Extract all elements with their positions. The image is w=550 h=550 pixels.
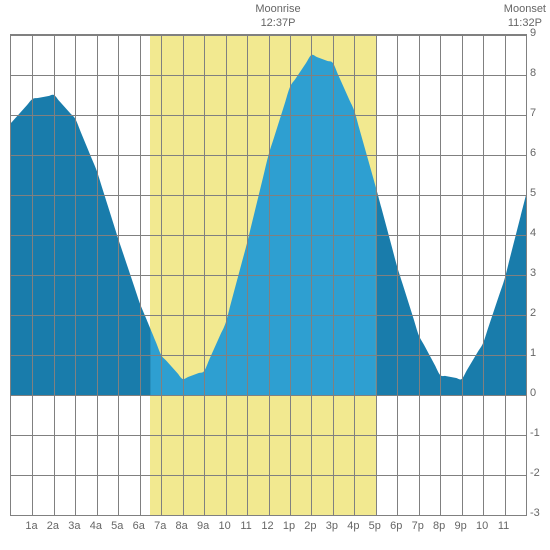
grid-line-v xyxy=(75,35,76,515)
tide-path-day xyxy=(150,55,375,395)
x-tick-label: 3p xyxy=(326,520,338,532)
grid-line-v xyxy=(397,35,398,515)
grid-line-v xyxy=(505,35,506,515)
y-tick-label: 7 xyxy=(530,107,536,119)
moonrise-label: Moonrise 12:37P xyxy=(255,2,300,31)
x-tick-label: 2a xyxy=(47,520,59,532)
moonset-time: 11:32P xyxy=(508,17,542,29)
x-tick-label: 8a xyxy=(176,520,188,532)
y-tick-label: 3 xyxy=(530,267,536,279)
grid-line-v xyxy=(311,35,312,515)
grid-line-h xyxy=(11,515,526,516)
grid-line-v xyxy=(161,35,162,515)
plot-area xyxy=(10,34,527,516)
x-tick-label: 12 xyxy=(261,520,273,532)
y-tick-label: -2 xyxy=(530,467,540,479)
grid-line-v xyxy=(290,35,291,515)
x-tick-label: 6a xyxy=(133,520,145,532)
x-tick-label: 10 xyxy=(218,520,230,532)
grid-line-v xyxy=(32,35,33,515)
grid-line-v xyxy=(54,35,55,515)
x-tick-label: 3a xyxy=(68,520,80,532)
y-tick-label: 5 xyxy=(530,187,536,199)
x-tick-label: 6p xyxy=(390,520,402,532)
grid-line-v xyxy=(269,35,270,515)
y-tick-label: 8 xyxy=(530,67,536,79)
grid-line-v xyxy=(462,35,463,515)
x-tick-label: 4p xyxy=(347,520,359,532)
y-tick-label: -3 xyxy=(530,507,540,519)
grid-line-v xyxy=(419,35,420,515)
moonrise-title: Moonrise xyxy=(255,3,300,15)
x-tick-label: 4a xyxy=(90,520,102,532)
moonset-label: Moonset 11:32P xyxy=(504,2,546,31)
y-tick-label: 2 xyxy=(530,307,536,319)
x-tick-label: 5a xyxy=(111,520,123,532)
y-tick-label: 1 xyxy=(530,347,536,359)
y-tick-label: 6 xyxy=(530,147,536,159)
grid-line-v xyxy=(376,35,377,515)
y-tick-label: -1 xyxy=(530,427,540,439)
moonset-title: Moonset xyxy=(504,3,546,15)
grid-line-v xyxy=(333,35,334,515)
x-tick-label: 8p xyxy=(433,520,445,532)
y-tick-label: 9 xyxy=(530,27,536,39)
tide-path-night-late xyxy=(376,187,526,395)
grid-line-v xyxy=(204,35,205,515)
x-tick-label: 9a xyxy=(197,520,209,532)
moonrise-time: 12:37P xyxy=(261,17,296,29)
y-tick-label: 4 xyxy=(530,227,536,239)
x-tick-label: 11 xyxy=(498,520,509,532)
grid-line-v xyxy=(247,35,248,515)
x-tick-label: 7p xyxy=(412,520,424,532)
x-tick-label: 1p xyxy=(283,520,295,532)
x-tick-label: 9p xyxy=(455,520,467,532)
x-tick-label: 7a xyxy=(154,520,166,532)
tide-chart: Moonrise 12:37P Moonset 11:32P -3-2-1012… xyxy=(0,0,550,550)
y-tick-label: 0 xyxy=(530,387,536,399)
grid-line-v xyxy=(183,35,184,515)
grid-line-v xyxy=(226,35,227,515)
grid-line-v xyxy=(97,35,98,515)
x-tick-label: 2p xyxy=(304,520,316,532)
x-tick-label: 1a xyxy=(25,520,37,532)
x-tick-label: 5p xyxy=(369,520,381,532)
grid-line-v xyxy=(140,35,141,515)
x-tick-label: 10 xyxy=(476,520,488,532)
grid-line-v xyxy=(118,35,119,515)
x-tick-label: 11 xyxy=(240,520,251,532)
grid-line-v xyxy=(483,35,484,515)
grid-line-v xyxy=(440,35,441,515)
grid-line-v xyxy=(354,35,355,515)
